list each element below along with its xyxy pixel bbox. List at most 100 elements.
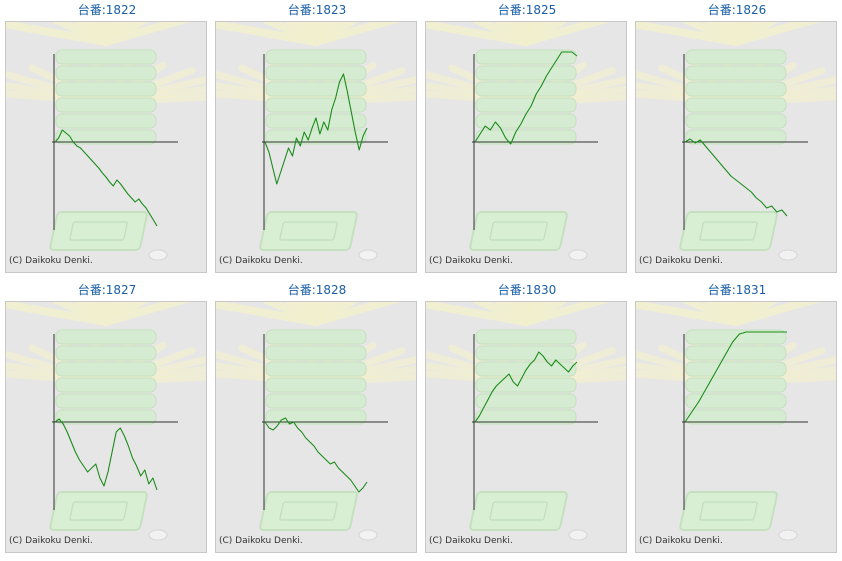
coin-graphic: [148, 249, 168, 261]
light-ray: [102, 22, 191, 46]
tray-layer: [685, 49, 787, 65]
light-ray: [283, 302, 320, 326]
light-ray: [703, 302, 740, 326]
machine-number-title[interactable]: 台番:1826: [707, 3, 767, 17]
light-ray: [715, 302, 740, 326]
light-ray: [681, 302, 740, 326]
light-ray: [732, 302, 763, 326]
light-ray: [216, 22, 320, 46]
tray-inner: [489, 501, 548, 521]
tray-layer: [685, 81, 787, 97]
light-ray: [312, 302, 334, 326]
light-ray: [102, 302, 124, 326]
tray-layer: [475, 329, 577, 345]
light-ray: [636, 22, 740, 46]
chart-cell: 台番:1828 (C) Daikoku Denki.: [212, 280, 422, 560]
tray-base: [469, 491, 568, 531]
chart-cell: 台番:1827 (C) Daikoku Denki.: [2, 280, 212, 560]
chart-cell: 台番:1831 (C) Daikoku Denki.: [632, 280, 842, 560]
chart-svg: (C) Daikoku Denki.: [216, 302, 416, 546]
background-illustration: [636, 22, 836, 261]
chart-svg: (C) Daikoku Denki.: [6, 302, 206, 546]
tray-layer: [685, 377, 787, 393]
machine-number-title[interactable]: 台番:1831: [707, 283, 767, 297]
coin-graphic: [358, 529, 378, 541]
chart-svg: (C) Daikoku Denki.: [216, 22, 416, 266]
machine-number-title[interactable]: 台番:1828: [287, 283, 347, 297]
light-ray: [51, 22, 110, 46]
light-ray: [522, 22, 553, 46]
tray-layer: [265, 393, 367, 409]
tray-inner: [279, 501, 338, 521]
light-ray: [85, 22, 110, 46]
tray-layer: [265, 65, 367, 81]
light-ray: [522, 302, 611, 326]
tray-layer: [265, 345, 367, 361]
balance-line: [264, 417, 368, 493]
chart-svg: (C) Daikoku Denki.: [426, 22, 626, 266]
tray-base: [469, 211, 568, 251]
machine-number-title[interactable]: 台番:1822: [77, 3, 137, 17]
background-illustration: [216, 22, 416, 261]
light-ray: [312, 22, 401, 46]
light-ray: [522, 22, 611, 46]
copyright-text: (C) Daikoku Denki.: [219, 536, 303, 546]
coin-graphic: [778, 529, 798, 541]
tray-inner: [489, 221, 548, 241]
chart-svg: (C) Daikoku Denki.: [636, 302, 836, 546]
tray-layer: [55, 129, 157, 145]
tray-layer: [475, 377, 577, 393]
light-ray: [715, 22, 740, 46]
chart-cell: 台番:1825 (C) Daikoku Denki.: [422, 0, 632, 280]
background-illustration: [426, 22, 626, 261]
light-ray: [732, 22, 821, 46]
light-ray: [312, 22, 334, 46]
light-ray: [505, 302, 530, 326]
tray-base: [259, 211, 358, 251]
tray-inner: [699, 221, 758, 241]
machine-number-title[interactable]: 台番:1825: [497, 3, 557, 17]
chart-frame: (C) Daikoku Denki.: [5, 301, 207, 553]
copyright-text: (C) Daikoku Denki.: [9, 536, 93, 546]
light-ray: [522, 22, 569, 46]
tray-layer: [685, 129, 787, 145]
background-illustration: [6, 302, 206, 541]
light-ray: [216, 302, 320, 326]
background-illustration: [426, 302, 626, 541]
chart-frame: (C) Daikoku Denki.: [635, 21, 837, 273]
light-ray: [102, 22, 124, 46]
tray-inner: [699, 501, 758, 521]
light-ray: [732, 22, 763, 46]
machine-number-title[interactable]: 台番:1827: [77, 283, 137, 297]
machine-number-title[interactable]: 台番:1830: [497, 283, 557, 297]
tray-layer: [55, 345, 157, 361]
tray-layer: [685, 113, 787, 129]
tray-layer: [475, 65, 577, 81]
tray-inner: [279, 221, 338, 241]
light-ray: [732, 22, 754, 46]
machine-number-title[interactable]: 台番:1823: [287, 3, 347, 17]
coin-graphic: [148, 529, 168, 541]
light-ray: [312, 302, 401, 326]
light-ray: [732, 302, 779, 326]
balance-line: [54, 418, 158, 491]
tray-layer: [265, 361, 367, 377]
copyright-text: (C) Daikoku Denki.: [639, 536, 723, 546]
tray-layer: [55, 81, 157, 97]
tray-layer: [475, 361, 577, 377]
light-ray: [681, 22, 740, 46]
light-ray: [471, 302, 530, 326]
light-ray: [73, 302, 110, 326]
tray-base: [259, 491, 358, 531]
light-ray: [102, 302, 133, 326]
tray-layer: [475, 113, 577, 129]
tray-layer: [55, 377, 157, 393]
tray-layer: [475, 393, 577, 409]
chart-svg: (C) Daikoku Denki.: [426, 302, 626, 546]
chart-svg: (C) Daikoku Denki.: [636, 22, 836, 266]
light-ray: [636, 302, 740, 326]
light-ray: [732, 22, 779, 46]
light-ray: [522, 302, 553, 326]
tray-layer: [265, 81, 367, 97]
tray-layer: [475, 129, 577, 145]
